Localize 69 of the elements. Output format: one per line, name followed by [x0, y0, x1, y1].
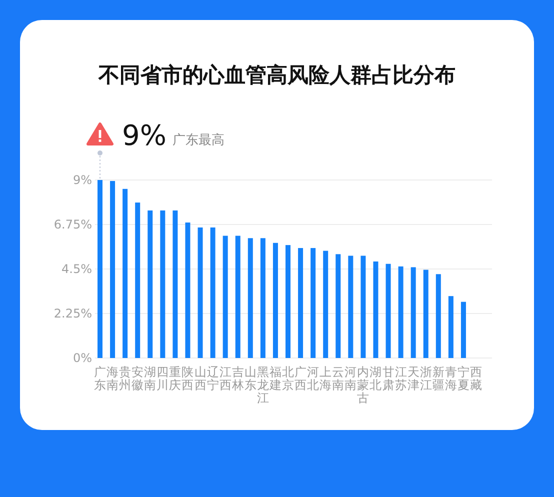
bar [386, 264, 391, 358]
bar [448, 296, 454, 358]
x-tick-label: 新疆 [432, 365, 444, 392]
bar [98, 180, 102, 358]
x-tick-label: 黑龙江 [256, 365, 269, 405]
x-tick-label: 青海 [444, 365, 457, 392]
x-tick-label: 山西 [194, 365, 206, 392]
x-tick-label: 四川 [156, 365, 169, 392]
x-tick-label: 上海 [320, 365, 332, 392]
bar [135, 202, 140, 358]
x-tick-label: 陕西 [182, 365, 194, 392]
x-tick-label: 重庆 [169, 365, 182, 392]
bar [460, 302, 466, 358]
bar [423, 270, 428, 358]
bar [185, 222, 190, 358]
x-tick-label: 江苏 [394, 365, 407, 392]
annotation: 9% [122, 119, 166, 152]
chart-title: 不同省市的心血管高风险人群占比分布 [98, 63, 456, 87]
x-tick-label: 湖北 [370, 365, 382, 392]
bar [410, 267, 416, 358]
y-tick-label: 6.75% [54, 218, 92, 232]
bar [323, 250, 328, 358]
bar [360, 256, 366, 358]
y-tick-label: 9% [72, 173, 92, 187]
x-tick-label: 宁夏 [457, 365, 470, 392]
x-tick-label: 贵州 [119, 365, 132, 392]
x-tick-label: 天津 [407, 365, 420, 392]
bar [348, 256, 354, 358]
bar [160, 210, 166, 358]
bar [110, 180, 116, 358]
x-tick-label: 广东 [94, 365, 106, 392]
bar [298, 248, 304, 358]
bar [148, 210, 153, 358]
bar [172, 210, 178, 358]
x-tick-label: 安徽 [132, 365, 144, 392]
x-tick-label: 吉林 [230, 365, 244, 392]
y-tick-label: 0% [72, 351, 92, 365]
bar [272, 242, 278, 358]
bar [336, 254, 341, 358]
bar [398, 266, 404, 358]
x-tick-label: 山东 [244, 365, 256, 392]
bar [286, 245, 290, 358]
bar [222, 236, 228, 358]
bar [310, 248, 316, 358]
x-tick-label: 河南 [344, 365, 357, 392]
bar [260, 238, 266, 358]
text: 广东最高 [172, 132, 224, 148]
y-tick-label: 2.25% [54, 306, 92, 320]
bar [436, 274, 441, 358]
x-tick-label: 海南 [106, 365, 119, 392]
x-tick-label: 福建 [268, 365, 282, 392]
bar [210, 227, 216, 358]
x-tick-label: 北京 [282, 365, 294, 392]
x-tick-label: 辽宁 [206, 365, 219, 392]
x-tick-label: 内蒙古 [357, 365, 370, 405]
x-tick-label: 西藏 [470, 365, 482, 392]
x-tick-label: 江西 [219, 365, 232, 392]
x-tick-label: 湖南 [144, 365, 156, 392]
x-tick-label: 广西 [294, 365, 307, 392]
x-tick-label: 河北 [307, 365, 320, 392]
bar [373, 261, 378, 358]
bar [198, 227, 203, 358]
x-tick-label: 浙江 [420, 365, 432, 392]
bar [122, 188, 128, 358]
x-tick-label: 云南 [332, 365, 344, 392]
bar [248, 238, 253, 358]
bar [235, 236, 240, 358]
x-tick-label: 甘肃 [382, 365, 394, 392]
y-tick-label: 4.5% [62, 262, 92, 276]
